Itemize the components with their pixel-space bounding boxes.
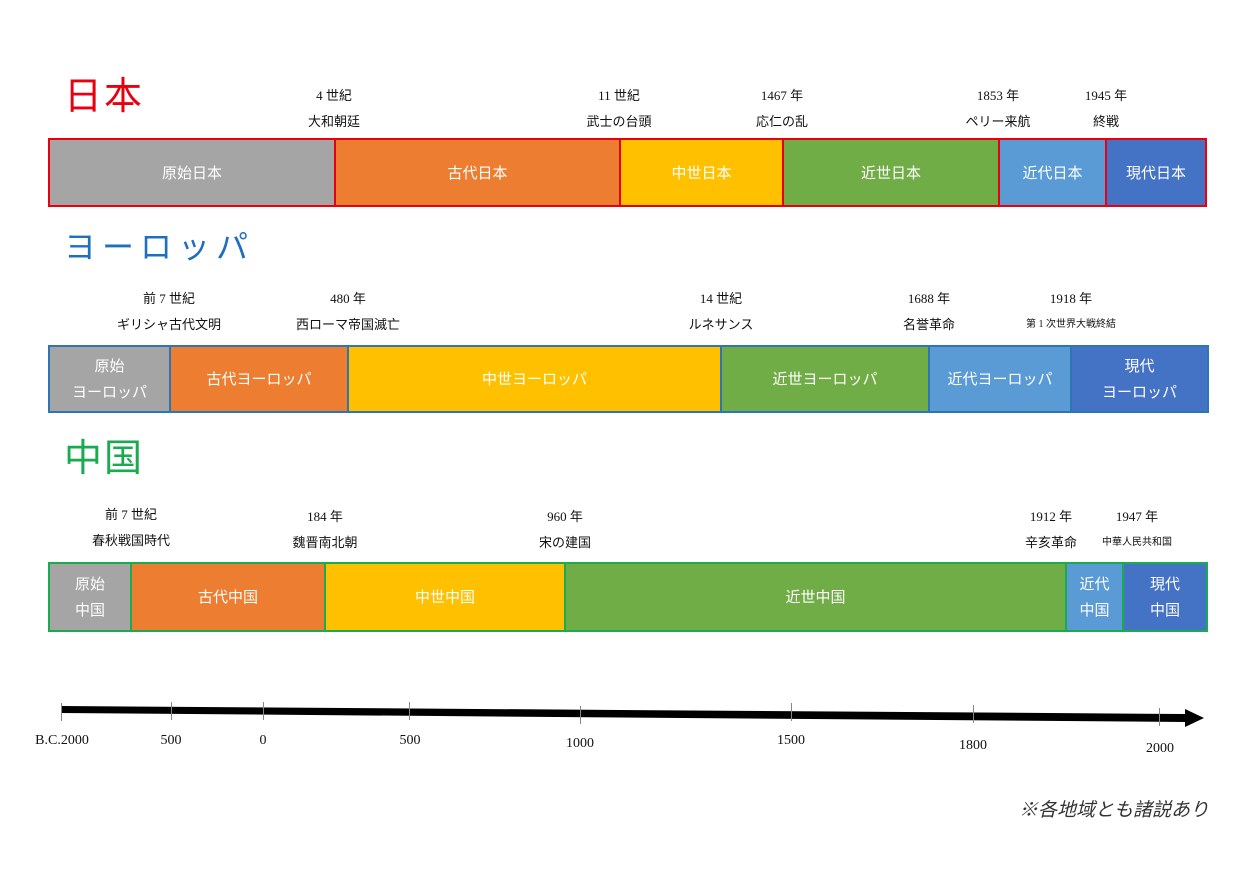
event-name: ペリー来航 bbox=[965, 114, 1031, 129]
axis-tick bbox=[61, 703, 62, 721]
axis-label: 2000 bbox=[1146, 741, 1174, 756]
period-contemporary: 現代日本 bbox=[1107, 140, 1205, 205]
event-name: 中華人民共和国 bbox=[1102, 537, 1172, 548]
europe-event: 14 世紀 ルネサンス bbox=[641, 289, 801, 335]
europe-timeline-bar: 原始 ヨーロッパ 古代ヨーロッパ 中世ヨーロッパ 近世ヨーロッパ 近代ヨーロッパ… bbox=[48, 345, 1209, 413]
event-year: 1947 年 bbox=[1115, 509, 1159, 524]
event-year: 4 世紀 bbox=[316, 88, 352, 103]
event-name: 第 1 次世界大戦終結 bbox=[1026, 319, 1116, 330]
event-name: 武士の台頭 bbox=[586, 114, 652, 129]
event-year: 480 年 bbox=[330, 291, 366, 306]
period-ancient: 古代日本 bbox=[336, 140, 621, 205]
china-event: 960 年 宋の建国 bbox=[485, 507, 645, 553]
axis-label: 500 bbox=[399, 733, 421, 748]
axis-tick bbox=[171, 702, 172, 720]
japan-title: 日本 bbox=[64, 74, 145, 118]
event-year: 1918 年 bbox=[1049, 291, 1093, 306]
period-modern: 近代日本 bbox=[1000, 140, 1107, 205]
event-year: 184 年 bbox=[307, 509, 343, 524]
event-year: 1853 年 bbox=[976, 88, 1020, 103]
europe-event: 480 年 西ローマ帝国滅亡 bbox=[268, 289, 428, 335]
china-title: 中国 bbox=[64, 436, 145, 480]
axis-label: 500 bbox=[160, 733, 182, 748]
event-year: 前 7 世紀 bbox=[142, 291, 195, 306]
japan-event: 1467 年 応仁の乱 bbox=[702, 86, 862, 132]
japan-timeline-bar: 原始日本 古代日本 中世日本 近世日本 近代日本 現代日本 bbox=[48, 138, 1207, 207]
axis-label: 1800 bbox=[959, 738, 987, 753]
event-name: 応仁の乱 bbox=[755, 114, 808, 129]
event-name: 西ローマ帝国滅亡 bbox=[295, 317, 400, 332]
event-year: 14 世紀 bbox=[699, 291, 743, 306]
axis-tick bbox=[580, 706, 581, 724]
event-name: 宋の建国 bbox=[538, 535, 591, 550]
period-ancient: 古代ヨーロッパ bbox=[171, 347, 349, 411]
event-year: 11 世紀 bbox=[598, 88, 640, 103]
period-medieval: 中世中国 bbox=[326, 564, 566, 630]
period-contemporary: 現代 ヨーロッパ bbox=[1072, 347, 1207, 411]
europe-title: ヨーロッパ bbox=[64, 228, 255, 266]
period-medieval: 中世ヨーロッパ bbox=[349, 347, 722, 411]
japan-event: 11 世紀 武士の台頭 bbox=[539, 86, 699, 132]
axis-label: 0 bbox=[259, 733, 267, 748]
japan-event: 1945 年 終戦 bbox=[1026, 86, 1186, 132]
event-year: 960 年 bbox=[547, 509, 583, 524]
period-primitive: 原始日本 bbox=[50, 140, 336, 205]
event-name: 名誉革命 bbox=[902, 317, 955, 332]
period-medieval: 中世日本 bbox=[621, 140, 784, 205]
period-early-modern: 近世日本 bbox=[784, 140, 1000, 205]
event-name: ルネサンス bbox=[688, 317, 754, 332]
europe-event: 1918 年 第 1 次世界大戦終結 bbox=[991, 289, 1151, 335]
period-primitive: 原始 中国 bbox=[50, 564, 132, 630]
period-early-modern: 近世中国 bbox=[566, 564, 1067, 630]
event-name: 大和朝廷 bbox=[307, 114, 360, 129]
event-name: 魏晋南北朝 bbox=[292, 535, 358, 550]
europe-event: 前 7 世紀 ギリシャ古代文明 bbox=[89, 289, 249, 335]
china-timeline-bar: 原始 中国 古代中国 中世中国 近世中国 近代 中国 現代 中国 bbox=[48, 562, 1208, 632]
event-name: ギリシャ古代文明 bbox=[116, 317, 221, 332]
event-name: 辛亥革命 bbox=[1024, 535, 1077, 550]
period-primitive: 原始 ヨーロッパ bbox=[50, 347, 171, 411]
period-modern: 近代 中国 bbox=[1067, 564, 1124, 630]
axis-label: B.C.2000 bbox=[35, 733, 89, 748]
event-name: 終戦 bbox=[1092, 114, 1119, 129]
china-event: 1947 年 中華人民共和国 bbox=[1057, 507, 1217, 553]
period-early-modern: 近世ヨーロッパ bbox=[722, 347, 930, 411]
axis-label: 1000 bbox=[566, 736, 594, 751]
event-year: 1467 年 bbox=[760, 88, 804, 103]
event-name: 春秋戦国時代 bbox=[91, 533, 170, 548]
footnote: ※各地域とも諸説あり bbox=[1018, 799, 1209, 821]
axis-tick bbox=[973, 705, 974, 723]
axis-tick bbox=[791, 703, 792, 721]
event-year: 1912 年 bbox=[1029, 509, 1073, 524]
event-year: 前 7 世紀 bbox=[104, 507, 157, 522]
period-ancient: 古代中国 bbox=[132, 564, 326, 630]
axis-label: 1500 bbox=[777, 733, 805, 748]
period-modern: 近代ヨーロッパ bbox=[930, 347, 1072, 411]
event-year: 1688 年 bbox=[907, 291, 951, 306]
china-event: 184 年 魏晋南北朝 bbox=[245, 507, 405, 553]
axis-tick bbox=[409, 702, 410, 720]
axis-tick bbox=[263, 702, 264, 720]
axis-tick bbox=[1159, 708, 1160, 726]
japan-event: 4 世紀 大和朝廷 bbox=[254, 86, 414, 132]
china-event: 1912 年 辛亥革命 bbox=[971, 507, 1131, 553]
europe-event: 1688 年 名誉革命 bbox=[849, 289, 1009, 335]
period-contemporary: 現代 中国 bbox=[1124, 564, 1206, 630]
japan-event: 1853 年 ペリー来航 bbox=[918, 86, 1078, 132]
event-year: 1945 年 bbox=[1084, 88, 1128, 103]
china-event: 前 7 世紀 春秋戦国時代 bbox=[51, 505, 211, 551]
